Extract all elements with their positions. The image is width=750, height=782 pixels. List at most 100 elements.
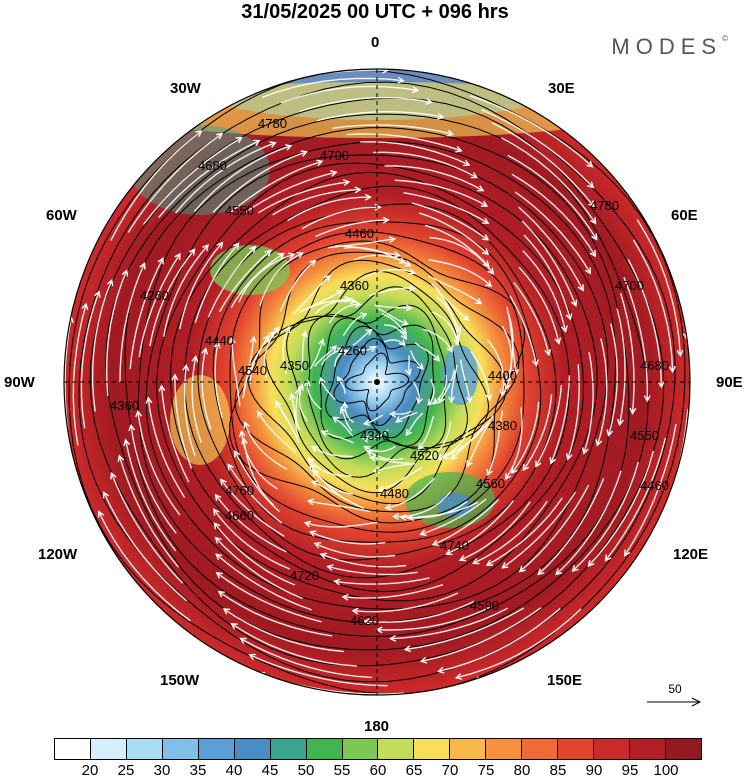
streamline-arrowhead [81,302,89,311]
contour-label: 4590 [470,598,499,613]
streamline [370,456,410,464]
streamline [231,623,358,667]
streamline-arrowhead [470,172,479,179]
contour-label: 4350 [280,358,309,373]
streamline [215,537,303,600]
streamline [450,364,458,402]
colorbar-tick-label: 25 [117,762,135,779]
streamline [555,470,622,575]
colorbar-tick-label: 80 [513,762,531,779]
streamline [334,350,348,367]
streamline-arrowhead [315,159,324,167]
colorbar-tick-label: 55 [333,762,351,779]
contour-label: 4720 [290,568,319,583]
streamline-arrowhead [453,332,461,341]
streamline-arrowhead [253,139,261,147]
colorbar-tick-label: 85 [549,762,567,779]
streamline-arrowhead [389,634,397,642]
streamline [521,220,577,306]
streamline [469,95,593,168]
streamline-arrowhead [360,312,368,319]
streamline [142,137,242,225]
contour-label: 4680 [640,358,669,373]
streamline [501,491,577,569]
contour-label: 4380 [488,418,517,433]
contour-label: 4680 [198,158,227,173]
streamline-arrowhead [392,512,400,521]
streamline-arrowhead [213,522,221,530]
streamline [509,295,538,366]
streamline-arrowhead [401,319,410,326]
contour-label: 4460 [640,478,669,493]
streamline [309,339,324,370]
contour-label: 4480 [380,486,409,501]
streamline-arrowhead [425,97,433,105]
contour-label: 4780 [258,116,287,131]
streamline [218,250,272,313]
colorbar-tick-label: 35 [189,762,207,779]
streamline-arrowhead [201,347,209,355]
streamline [636,219,681,356]
colorbar-swatch [486,739,523,759]
streamline [374,304,412,309]
streamline [486,339,505,396]
streamline [137,411,181,516]
streamline-arrowhead [512,368,520,377]
streamline [404,607,525,651]
streamline [332,124,453,135]
reference-vector: 50 [645,682,705,708]
streamline [311,446,353,458]
streamline-arrowhead [156,134,164,142]
streamline [378,466,423,492]
contour-label: 4760 [225,483,254,498]
streamline [230,252,284,309]
colorbar-tick-label: 100 [653,762,679,779]
streamline-arrowhead [195,130,203,137]
streamline [418,415,435,450]
height-contour [197,203,557,561]
streamline-arrowhead [238,429,246,438]
streamline [438,607,561,673]
north-pole-marker [374,379,380,385]
streamline [304,298,351,311]
streamline-arrowhead [106,278,114,287]
streamline-arrowhead [427,398,435,407]
streamline [231,337,241,407]
streamline-arrowhead [174,252,181,261]
streamline-arrowhead [249,335,257,344]
streamline-arrowhead [354,186,362,194]
streamline [412,381,420,404]
streamline [473,500,548,564]
colorbar-swatch [522,739,559,759]
streamline-arrowhead [577,284,584,292]
streamline [163,244,209,337]
streamline-arrowhead [400,327,407,335]
streamline [249,654,388,687]
streamline-arrowhead [417,442,425,450]
streamline [194,243,240,324]
streamline [381,313,407,335]
streamline-arrowhead [629,407,637,415]
streamline [183,365,196,456]
streamline [240,431,278,490]
streamline [129,258,164,370]
colorbar-swatch [558,739,595,759]
arrow-right-icon [647,697,702,707]
colorbar-tick-label: 20 [81,762,99,779]
streamline [383,339,406,346]
streamline-arrowhead [372,466,380,474]
streamline-arrowhead [400,332,407,341]
contour-label: 4460 [345,226,374,241]
streamline [523,234,572,320]
streamline [456,608,582,679]
streamline [394,179,488,207]
streamline [364,414,384,425]
streamline-arrowhead [531,359,539,367]
streamline-arrowhead [689,314,690,322]
streamline [430,283,469,321]
streamline [103,492,188,602]
streamline-arrowhead [462,314,470,322]
streamline-arrowhead [297,383,304,391]
streamline [486,410,504,476]
